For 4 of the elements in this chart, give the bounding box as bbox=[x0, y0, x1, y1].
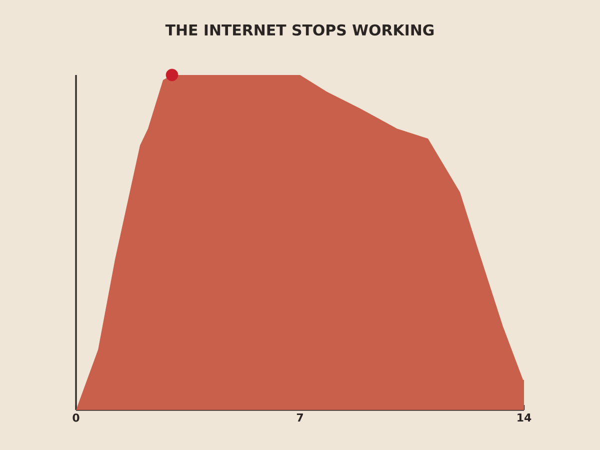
x-tick-label: 0 bbox=[72, 414, 80, 422]
x-tick-label: 7 bbox=[296, 414, 303, 422]
x-tick-label: 14 bbox=[518, 414, 532, 422]
chart-title: THE INTERNET STOPS WORKING bbox=[165, 24, 434, 36]
